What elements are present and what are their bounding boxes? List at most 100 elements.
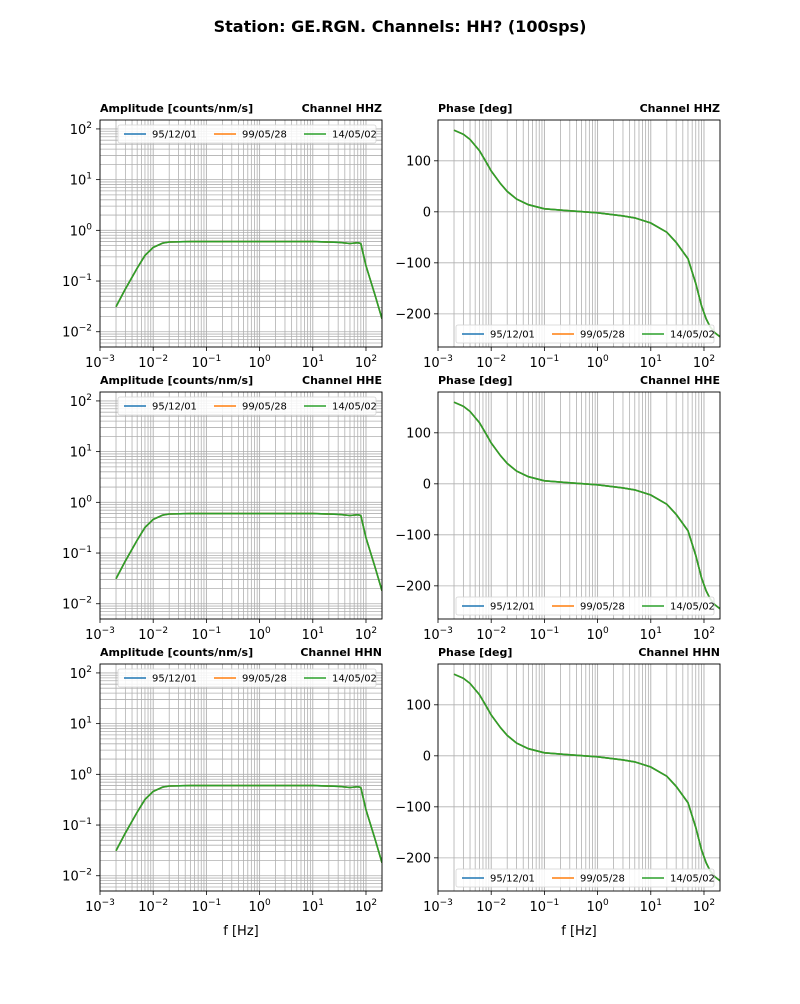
y-tick-label-exp: −1 <box>79 817 92 827</box>
legend: 95/12/01 99/05/28 14/05/02 <box>117 124 377 144</box>
x-tick-label: 10−1 <box>529 626 559 643</box>
x-tick-label-exp: 0 <box>265 898 271 908</box>
x-tick-label: 10−2 <box>138 898 168 915</box>
x-tick-label-base: 10 <box>529 356 546 371</box>
y-tick-label: 100 <box>70 494 93 511</box>
x-tick-label-base: 10 <box>586 356 603 371</box>
channel-title: Channel HHN <box>638 646 720 659</box>
x-tick-label-exp: 2 <box>709 898 715 908</box>
y-tick-label: 100 <box>406 426 431 441</box>
x-tick-label: 101 <box>640 626 662 643</box>
y-tick-label-base: 10 <box>70 496 87 511</box>
legend-label: 14/05/02 <box>332 402 377 413</box>
x-tick-label-exp: 2 <box>371 626 377 636</box>
legend-box <box>117 396 377 416</box>
x-tick-label-base: 10 <box>138 900 155 915</box>
y-tick-label-base: 10 <box>70 667 87 682</box>
x-tick-label-base: 10 <box>640 356 657 371</box>
y-tick-label: −200 <box>395 851 431 866</box>
x-tick-label-exp: −1 <box>546 354 559 364</box>
x-tick-label: 10−3 <box>85 626 115 643</box>
series-line-14-05-02 <box>453 673 720 882</box>
x-tick-label-exp: −2 <box>493 898 506 908</box>
channel-title: Channel HHN <box>300 646 382 659</box>
x-tick-label-base: 10 <box>529 900 546 915</box>
x-tick-label: 10−1 <box>529 354 559 371</box>
x-tick-label-exp: 2 <box>709 626 715 636</box>
x-tick-label: 10−1 <box>191 626 221 643</box>
x-tick-label-exp: −1 <box>208 354 221 364</box>
x-tick-label-exp: 0 <box>603 626 609 636</box>
legend-box <box>455 324 715 344</box>
y-tick-label-exp: 2 <box>86 665 92 675</box>
legend: 95/12/01 99/05/28 14/05/02 <box>455 868 715 888</box>
x-tick-label-exp: −3 <box>102 626 115 636</box>
y-tick-label-exp: 1 <box>86 444 92 454</box>
x-tick-label-base: 10 <box>302 900 319 915</box>
x-tick-label: 102 <box>693 354 715 371</box>
x-tick-label-exp: −1 <box>208 898 221 908</box>
x-tick-label: 100 <box>586 898 609 915</box>
x-tick-label-base: 10 <box>85 356 102 371</box>
y-tick-label-exp: −2 <box>79 596 92 606</box>
channel-title: Channel HHZ <box>640 102 720 115</box>
x-tick-label-exp: −1 <box>208 626 221 636</box>
y-tick-label: 100 <box>406 698 431 713</box>
x-tick-label: 10−3 <box>423 354 453 371</box>
x-tick-label: 100 <box>586 354 609 371</box>
series-line-14-05-02 <box>453 129 720 338</box>
y-tick-label: 10−2 <box>62 868 92 885</box>
x-tick-label: 10−1 <box>191 354 221 371</box>
x-tick-label: 10−3 <box>85 898 115 915</box>
x-tick-label-exp: −3 <box>102 354 115 364</box>
legend-label: 99/05/28 <box>580 602 625 613</box>
x-tick-label-base: 10 <box>85 900 102 915</box>
x-tick-label-exp: 2 <box>371 354 377 364</box>
amplitude-title: Amplitude [counts/nm/s] <box>100 102 253 115</box>
y-tick-label: −200 <box>395 307 431 322</box>
x-tick-label: 102 <box>693 898 715 915</box>
y-tick-label: 102 <box>70 121 92 138</box>
series-line-14-05-02 <box>115 784 382 864</box>
y-tick-label: 101 <box>70 716 92 733</box>
y-tick-label: 102 <box>70 393 92 410</box>
amplitude-panel-3: 10−3 10−2 10−1 100 101 10210−210−1100101102Am… <box>62 646 383 939</box>
x-tick-label: 101 <box>302 354 324 371</box>
legend-label: 14/05/02 <box>332 130 377 141</box>
y-tick-label-exp: 0 <box>86 494 92 504</box>
x-tick-label: 101 <box>640 898 662 915</box>
y-tick-label: 10−1 <box>62 817 92 834</box>
y-tick-label-exp: 2 <box>86 393 92 403</box>
x-tick-label-base: 10 <box>355 900 372 915</box>
legend-box <box>455 868 715 888</box>
y-tick-label-base: 10 <box>62 275 79 290</box>
x-tick-label-exp: 1 <box>318 898 324 908</box>
x-tick-label-base: 10 <box>476 900 493 915</box>
x-tick-label-exp: 2 <box>371 898 377 908</box>
x-tick-label-base: 10 <box>640 628 657 643</box>
legend-label: 99/05/28 <box>242 130 287 141</box>
axes-frame <box>99 391 383 620</box>
x-tick-label: 10−2 <box>138 626 168 643</box>
x-tick-label-base: 10 <box>138 356 155 371</box>
channel-title: Channel HHZ <box>302 102 382 115</box>
x-tick-label-base: 10 <box>355 356 372 371</box>
x-tick-label: 10−2 <box>138 354 168 371</box>
y-tick-label-base: 10 <box>70 123 87 138</box>
legend-label: 95/12/01 <box>152 674 197 685</box>
x-tick-label-exp: −2 <box>155 626 168 636</box>
x-tick-label-base: 10 <box>423 356 440 371</box>
x-tick-label-exp: −2 <box>493 626 506 636</box>
axes-frame <box>437 119 721 348</box>
legend-label: 95/12/01 <box>490 602 535 613</box>
phase-title: Phase [deg] <box>438 374 512 387</box>
y-tick-label-base: 10 <box>70 395 87 410</box>
series-line-14-05-02 <box>453 401 720 610</box>
figure-title: Station: GE.RGN. Channels: HH? (100sps) <box>214 17 587 36</box>
x-tick-label-exp: −2 <box>155 354 168 364</box>
x-tick-label-exp: 1 <box>656 898 662 908</box>
x-tick-label-base: 10 <box>191 628 208 643</box>
series-line-14-05-02 <box>115 240 382 320</box>
x-tick-label-exp: −3 <box>440 354 453 364</box>
amplitude-title: Amplitude [counts/nm/s] <box>100 374 253 387</box>
